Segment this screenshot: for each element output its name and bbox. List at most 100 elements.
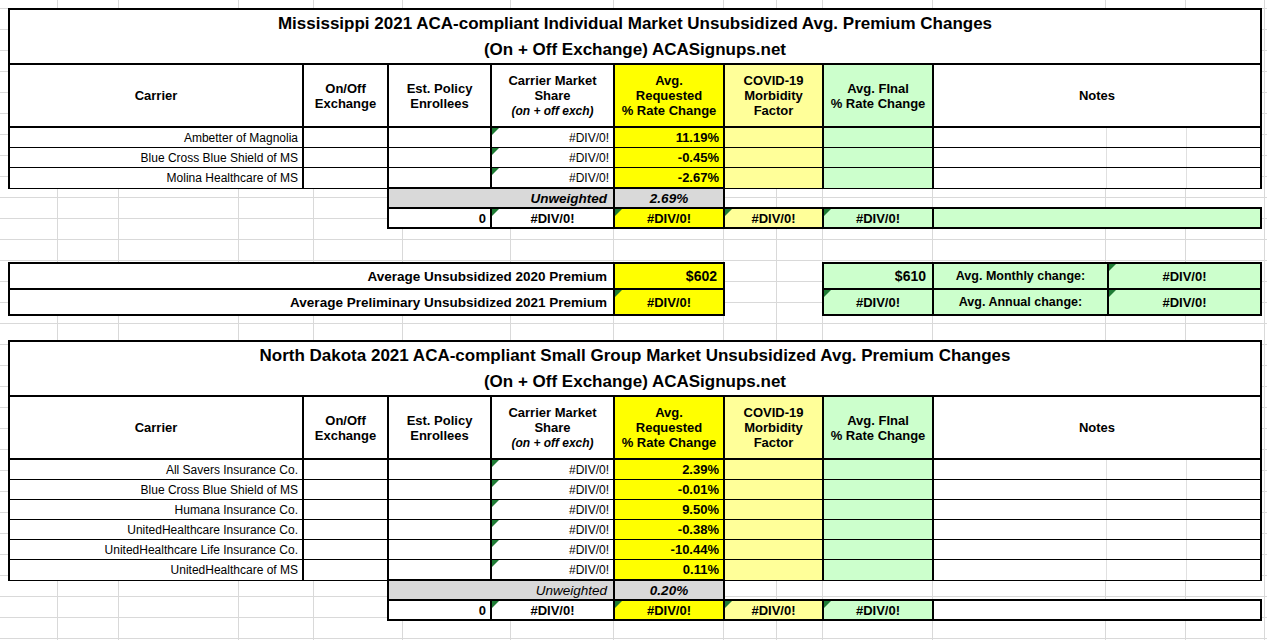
cell-notes[interactable] — [933, 459, 1261, 480]
col-header-avg-final[interactable]: Avg. FInal % Rate Change — [823, 64, 933, 127]
cell-notes[interactable] — [933, 168, 1261, 189]
cell-covid-factor[interactable] — [724, 127, 823, 148]
total-avg-requested-cell[interactable]: #DIV/0! — [614, 208, 724, 228]
total-market-share-cell[interactable]: #DIV/0! — [491, 600, 614, 620]
cell-market-share[interactable]: #DIV/0! — [491, 127, 614, 148]
cell-notes[interactable] — [933, 148, 1261, 168]
col-header-notes[interactable]: Notes — [933, 64, 1261, 127]
cell-market-share[interactable]: #DIV/0! — [491, 540, 614, 560]
cell-avg-final[interactable] — [823, 520, 933, 540]
cell-enrollees[interactable] — [388, 148, 491, 168]
cell-exchange[interactable] — [303, 480, 388, 500]
cell-enrollees[interactable] — [388, 168, 491, 189]
cell-notes[interactable] — [933, 127, 1261, 148]
cell-avg-final[interactable] — [823, 148, 933, 168]
cell-carrier[interactable]: All Savers Insurance Co. — [9, 459, 303, 480]
table-title[interactable]: Mississippi 2021 ACA-compliant Individua… — [9, 9, 1261, 64]
cell-market-share[interactable]: #DIV/0! — [491, 459, 614, 480]
cell-carrier[interactable]: Humana Insurance Co. — [9, 500, 303, 520]
col-header-enrollees[interactable]: Est. Policy Enrollees — [388, 396, 491, 459]
col-header-carrier[interactable]: Carrier — [9, 64, 303, 127]
summary-change-label[interactable]: Avg. Monthly change: — [933, 263, 1108, 289]
cell-covid-factor[interactable] — [724, 459, 823, 480]
cell-exchange[interactable] — [303, 560, 388, 581]
col-header-exchange[interactable]: On/Off Exchange — [303, 64, 388, 127]
summary-change-value[interactable]: #DIV/0! — [1108, 289, 1261, 315]
unweighted-label-cell[interactable]: Unweighted — [388, 188, 614, 208]
total-covid-cell[interactable]: #DIV/0! — [724, 208, 823, 228]
total-enrollees-cell[interactable]: 0 — [388, 600, 491, 620]
cell-avg-final[interactable] — [823, 500, 933, 520]
cell-market-share[interactable]: #DIV/0! — [491, 520, 614, 540]
cell-notes[interactable] — [933, 500, 1261, 520]
col-header-avg-final[interactable]: Avg. FInal % Rate Change — [823, 396, 933, 459]
cell-avg-requested[interactable]: -0.01% — [614, 480, 724, 500]
cell-notes[interactable] — [933, 480, 1261, 500]
cell-carrier[interactable]: Blue Cross Blue Shield of MS — [9, 148, 303, 168]
cell-avg-final[interactable] — [823, 459, 933, 480]
total-covid-cell[interactable]: #DIV/0! — [724, 600, 823, 620]
total-enrollees-cell[interactable]: 0 — [388, 208, 491, 228]
cell-avg-requested[interactable]: -0.45% — [614, 148, 724, 168]
cell-enrollees[interactable] — [388, 540, 491, 560]
cell-avg-final[interactable] — [823, 560, 933, 581]
total-notes-cell[interactable] — [933, 600, 1261, 620]
col-header-avg-requested[interactable]: Avg. Requested % Rate Change — [614, 396, 724, 459]
cell-covid-factor[interactable] — [724, 500, 823, 520]
summary-change-value[interactable]: #DIV/0! — [1108, 263, 1261, 289]
cell-enrollees[interactable] — [388, 480, 491, 500]
col-header-enrollees[interactable]: Est. Policy Enrollees — [388, 64, 491, 127]
total-avg-final-cell[interactable]: #DIV/0! — [823, 208, 933, 228]
cell-covid-factor[interactable] — [724, 540, 823, 560]
cell-carrier[interactable]: UnitedHealthcare Insurance Co. — [9, 520, 303, 540]
cell-avg-final[interactable] — [823, 540, 933, 560]
summary-premium-value[interactable]: $602 — [614, 263, 724, 289]
cell-exchange[interactable] — [303, 148, 388, 168]
col-header-carrier[interactable]: Carrier — [9, 396, 303, 459]
cell-avg-requested[interactable]: -10.44% — [614, 540, 724, 560]
unweighted-label-cell[interactable]: Unweighted — [388, 580, 614, 600]
cell-covid-factor[interactable] — [724, 148, 823, 168]
cell-avg-requested[interactable]: 0.11% — [614, 560, 724, 581]
cell-market-share[interactable]: #DIV/0! — [491, 168, 614, 189]
cell-covid-factor[interactable] — [724, 560, 823, 581]
cell-avg-requested[interactable]: 2.39% — [614, 459, 724, 480]
cell-covid-factor[interactable] — [724, 520, 823, 540]
cell-avg-requested[interactable]: 11.19% — [614, 127, 724, 148]
cell-exchange[interactable] — [303, 459, 388, 480]
cell-exchange[interactable] — [303, 520, 388, 540]
cell-avg-final[interactable] — [823, 168, 933, 189]
cell-exchange[interactable] — [303, 500, 388, 520]
cell-exchange[interactable] — [303, 540, 388, 560]
cell-enrollees[interactable] — [388, 560, 491, 581]
cell-carrier[interactable]: UnitedHealthcare Life Insurance Co. — [9, 540, 303, 560]
cell-carrier[interactable]: Ambetter of Magnolia — [9, 127, 303, 148]
cell-exchange[interactable] — [303, 168, 388, 189]
summary-change-label[interactable]: Avg. Annual change: — [933, 289, 1108, 315]
cell-carrier[interactable]: Molina Healthcare of MS — [9, 168, 303, 189]
summary-row-label[interactable]: Average Preliminary Unsubsidized 2021 Pr… — [9, 289, 614, 315]
summary-row-label[interactable]: Average Unsubsidized 2020 Premium — [9, 263, 614, 289]
cell-covid-factor[interactable] — [724, 168, 823, 189]
total-avg-final-cell[interactable]: #DIV/0! — [823, 600, 933, 620]
summary-premium-value[interactable]: #DIV/0! — [614, 289, 724, 315]
unweighted-value-cell[interactable]: 0.20% — [614, 580, 724, 600]
cell-carrier[interactable]: UnitedHealthcare of MS — [9, 560, 303, 581]
col-header-market-share[interactable]: Carrier Market Share(on + off exch) — [491, 64, 614, 127]
col-header-covid-factor[interactable]: COVID-19 Morbidity Factor — [724, 396, 823, 459]
col-header-avg-requested[interactable]: Avg. Requested % Rate Change — [614, 64, 724, 127]
total-notes-cell[interactable] — [933, 208, 1261, 228]
cell-notes[interactable] — [933, 560, 1261, 581]
summary-final-value[interactable]: #DIV/0! — [823, 289, 933, 315]
cell-enrollees[interactable] — [388, 520, 491, 540]
cell-avg-requested[interactable]: 9.50% — [614, 500, 724, 520]
cell-market-share[interactable]: #DIV/0! — [491, 480, 614, 500]
summary-final-value[interactable]: $610 — [823, 263, 933, 289]
cell-notes[interactable] — [933, 520, 1261, 540]
col-header-covid-factor[interactable]: COVID-19 Morbidity Factor — [724, 64, 823, 127]
cell-covid-factor[interactable] — [724, 480, 823, 500]
total-market-share-cell[interactable]: #DIV/0! — [491, 208, 614, 228]
col-header-market-share[interactable]: Carrier Market Share(on + off exch) — [491, 396, 614, 459]
cell-avg-requested[interactable]: -2.67% — [614, 168, 724, 189]
col-header-notes[interactable]: Notes — [933, 396, 1261, 459]
